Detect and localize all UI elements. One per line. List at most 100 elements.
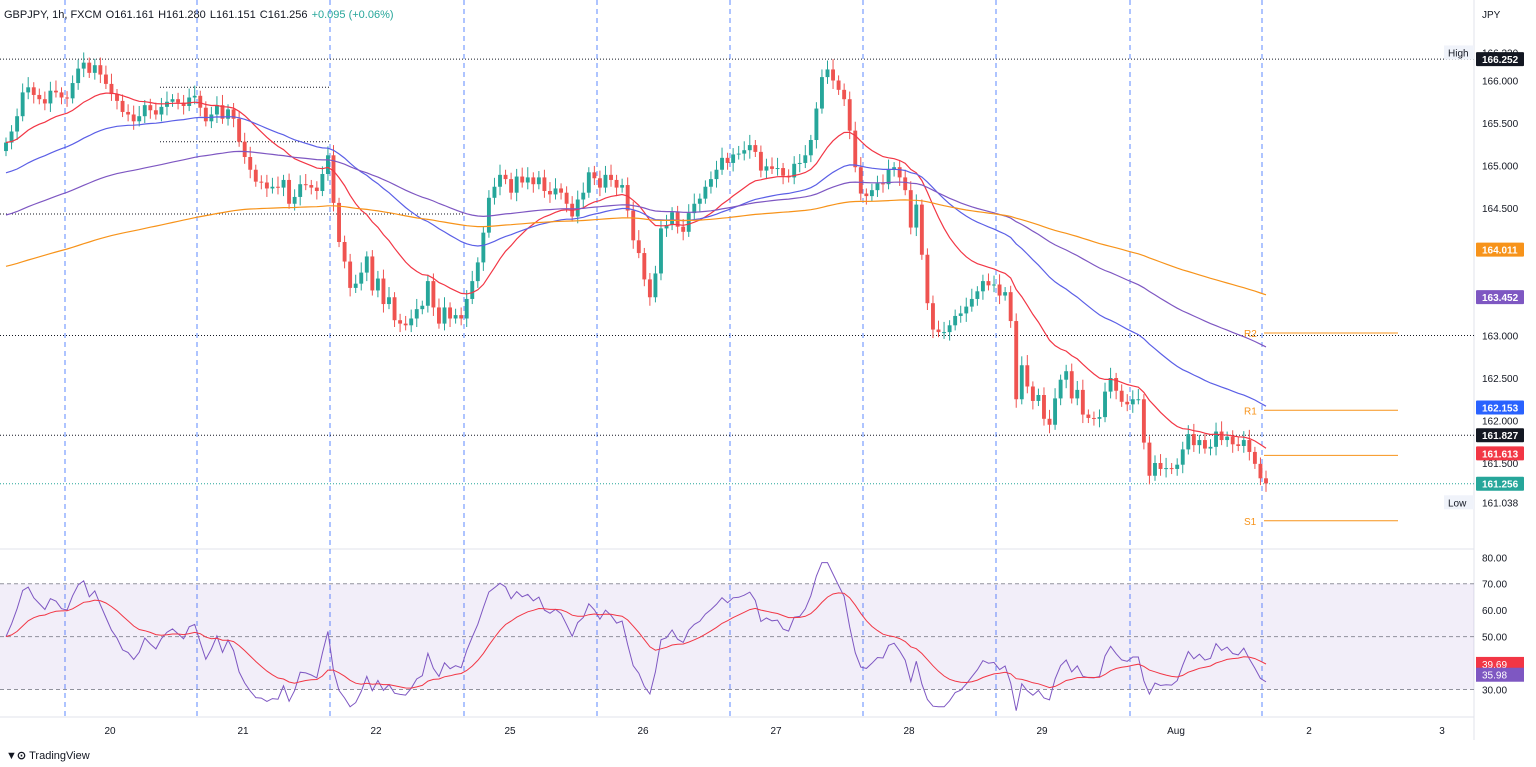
candle-body <box>203 107 208 122</box>
price-marker-tag <box>1444 45 1474 60</box>
candle-body <box>431 281 436 308</box>
candle-body <box>770 166 774 169</box>
candle-body <box>758 151 763 171</box>
candle-body <box>1197 440 1202 446</box>
candle-body <box>1058 379 1063 399</box>
price-axis-tick: 161.500 <box>1482 459 1519 470</box>
candle-body <box>1030 386 1035 401</box>
price-marker-badge <box>1476 400 1524 415</box>
rsi-ma-value: 39.69 <box>1482 660 1507 671</box>
candle-body <box>259 181 264 183</box>
price-axis-unit: JPY <box>1482 10 1501 21</box>
candle-body <box>475 262 480 282</box>
candle-body <box>742 150 747 154</box>
candle-body <box>1025 365 1030 387</box>
chart-legend-header: GBPJPY, 1h, FXCM O161.161 H161.280 L161.… <box>4 9 395 21</box>
candle-body <box>442 307 447 324</box>
candle-body <box>342 242 347 262</box>
tradingview-logo-text: TradingView <box>29 750 90 762</box>
candle-body <box>54 90 58 93</box>
tradingview-logo-icon: ▼⊙ <box>6 750 27 762</box>
candle-body <box>126 111 131 115</box>
candle-body <box>992 284 996 286</box>
candle-body <box>1208 446 1213 449</box>
candle-body <box>176 99 181 103</box>
candle-body <box>1153 463 1157 476</box>
candle-body <box>1203 440 1207 449</box>
candle-body <box>1114 378 1119 391</box>
pivot-label-s1: S1 <box>1244 517 1257 528</box>
candle-body <box>659 228 663 274</box>
candle-body <box>686 213 691 232</box>
candle-body <box>1225 436 1230 441</box>
candle-body <box>115 94 119 101</box>
price-marker-badge <box>1476 476 1524 491</box>
candle-body <box>864 193 869 197</box>
rsi-value: 35.98 <box>1482 671 1507 682</box>
time-axis-tick: 2 <box>1306 726 1312 737</box>
candle-body <box>414 309 419 319</box>
candle-body <box>137 116 142 122</box>
candle-body <box>1136 399 1141 401</box>
candle-body <box>631 210 636 241</box>
candle-body <box>808 140 813 156</box>
candle-body <box>314 187 319 191</box>
candle-body <box>348 261 353 288</box>
candle-body <box>198 95 203 108</box>
time-axis-tick: 25 <box>504 726 516 737</box>
candle-body <box>276 186 280 188</box>
candle-body <box>398 320 403 324</box>
candle-body <box>425 281 430 306</box>
candle-body <box>1214 431 1218 447</box>
candle-body <box>1175 464 1180 469</box>
candle-body <box>492 186 497 198</box>
candle-body <box>264 182 269 189</box>
candle-body <box>31 87 36 95</box>
candle-body <box>681 226 686 232</box>
candle-body <box>1003 292 1008 296</box>
candle-body <box>825 69 830 78</box>
candle-body <box>980 281 985 292</box>
candle-body <box>536 177 541 185</box>
high-value: H161.280 <box>158 9 206 21</box>
candle-body <box>636 240 641 254</box>
candle-body <box>892 167 897 170</box>
price-marker-value: 166.252 <box>1482 55 1519 66</box>
candle-body <box>214 105 219 115</box>
candle-body <box>248 157 253 170</box>
candle-body <box>697 198 702 204</box>
candle-body <box>947 325 952 333</box>
candle-body <box>653 273 658 298</box>
price-marker-badge <box>1476 290 1524 305</box>
candle-body <box>1069 371 1074 399</box>
candle-body <box>331 155 336 203</box>
candle-body <box>1036 395 1041 401</box>
price-marker-value: 162.153 <box>1482 403 1519 414</box>
candle-body <box>764 166 769 171</box>
rsi-value-badge <box>1476 667 1524 682</box>
close-value: C161.256 <box>259 9 308 21</box>
rsi-axis-tick: 50.00 <box>1482 633 1507 644</box>
candle-body <box>337 202 341 242</box>
candle-body <box>964 306 969 314</box>
price-marker-badge <box>1476 242 1524 257</box>
candle-body <box>842 89 847 100</box>
candle-body <box>181 102 186 106</box>
price-axis-tick: 164.500 <box>1482 204 1519 215</box>
candle-body <box>76 68 81 84</box>
symbol-label[interactable]: GBPJPY, 1h, FXCM <box>4 9 102 21</box>
candle-body <box>803 155 808 163</box>
time-axis-tick: 20 <box>104 726 116 737</box>
candle-body <box>70 83 75 99</box>
candle-body <box>481 232 486 263</box>
candle-body <box>287 179 292 204</box>
ema200-line <box>5 199 1267 296</box>
candle-body <box>509 179 514 193</box>
candle-body <box>109 83 114 95</box>
candle-body <box>592 172 597 179</box>
rsi-ma-badge <box>1476 656 1524 671</box>
candle-body <box>986 281 991 286</box>
candle-body <box>781 168 786 176</box>
tradingview-logo[interactable]: ▼⊙ TradingView <box>6 749 90 762</box>
